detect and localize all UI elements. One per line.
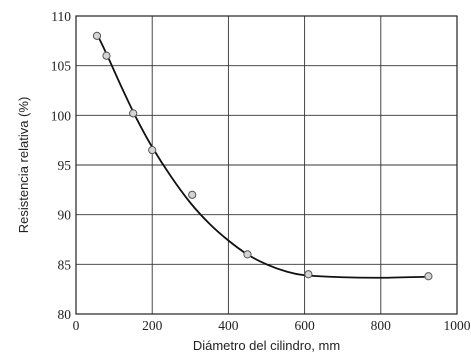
y-tick-label: 105 bbox=[51, 59, 72, 74]
data-point bbox=[129, 109, 138, 118]
data-point bbox=[92, 31, 102, 40]
y-tick-label: 80 bbox=[58, 307, 72, 322]
data-point bbox=[188, 190, 197, 199]
data-point bbox=[243, 250, 252, 259]
data-point bbox=[102, 51, 111, 60]
data-point bbox=[304, 270, 313, 279]
y-axis-label: Resistencia relativa (%) bbox=[16, 97, 31, 234]
x-tick-label: 800 bbox=[371, 318, 392, 333]
x-tick-label: 600 bbox=[294, 318, 315, 333]
grid bbox=[75, 15, 458, 315]
x-tick-labels: 0 200 400 600 800 1000 bbox=[73, 318, 471, 333]
y-tick-label: 95 bbox=[58, 158, 72, 173]
data-point bbox=[424, 272, 433, 281]
x-axis-label: Diámetro del cilindro, mm bbox=[193, 338, 340, 353]
y-tick-label: 90 bbox=[58, 208, 72, 223]
y-tick-labels: 80 85 90 95 100 105 110 bbox=[51, 9, 72, 322]
data-point bbox=[148, 146, 157, 155]
x-tick-label: 0 bbox=[73, 318, 80, 333]
data-points bbox=[92, 31, 433, 281]
y-tick-label: 100 bbox=[51, 108, 72, 123]
trend-curve bbox=[96, 33, 429, 279]
x-tick-label: 200 bbox=[142, 318, 163, 333]
y-tick-label: 110 bbox=[51, 9, 71, 24]
plot-area-frame bbox=[75, 15, 458, 315]
x-tick-label: 1000 bbox=[444, 318, 471, 333]
x-tick-label: 400 bbox=[218, 318, 239, 333]
y-tick-label: 85 bbox=[58, 257, 72, 272]
